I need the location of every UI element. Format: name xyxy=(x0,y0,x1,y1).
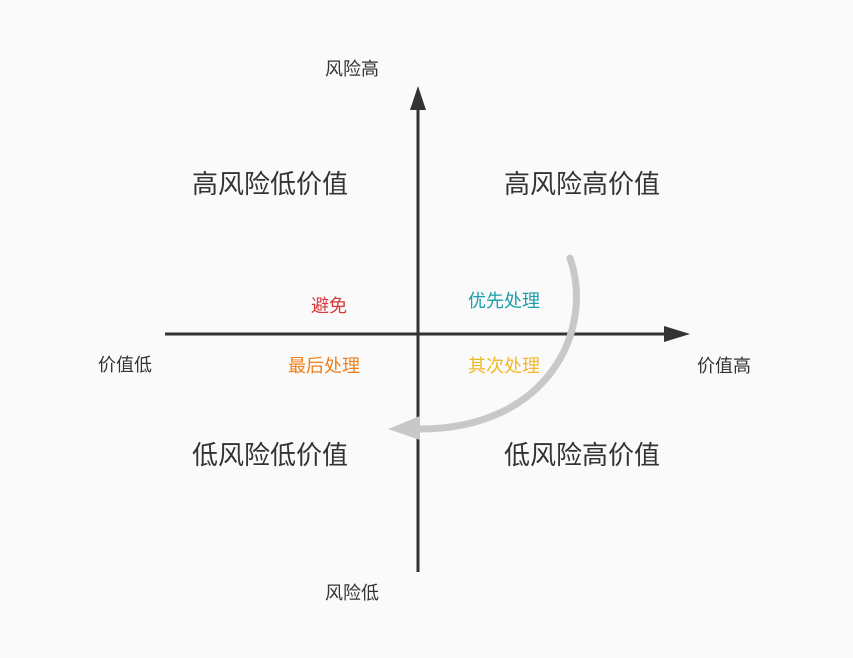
flow-curve-arrow xyxy=(414,254,580,433)
quadrant-label-bottom-left: 低风险低价值 xyxy=(192,441,349,471)
quadrant-label-bottom-right: 低风险高价值 xyxy=(504,441,661,471)
vertical-axis-arrowhead xyxy=(410,86,426,110)
quadrant-label-top-left: 高风险低价值 xyxy=(192,170,349,200)
action-label-avoid: 避免 xyxy=(311,296,347,317)
axis-label-value-high: 价值高 xyxy=(697,356,751,377)
flow-curve-arrowhead xyxy=(388,416,420,440)
action-label-last: 最后处理 xyxy=(288,356,360,377)
horizontal-axis-arrowhead xyxy=(664,326,690,342)
action-label-secondary: 其次处理 xyxy=(468,356,540,377)
axis-label-value-low: 价值低 xyxy=(98,355,152,376)
axis-label-risk-high: 风险高 xyxy=(325,59,379,80)
axis-label-risk-low: 风险低 xyxy=(325,583,379,604)
quadrant-label-top-right: 高风险高价值 xyxy=(504,170,661,200)
action-label-priority: 优先处理 xyxy=(468,291,540,312)
